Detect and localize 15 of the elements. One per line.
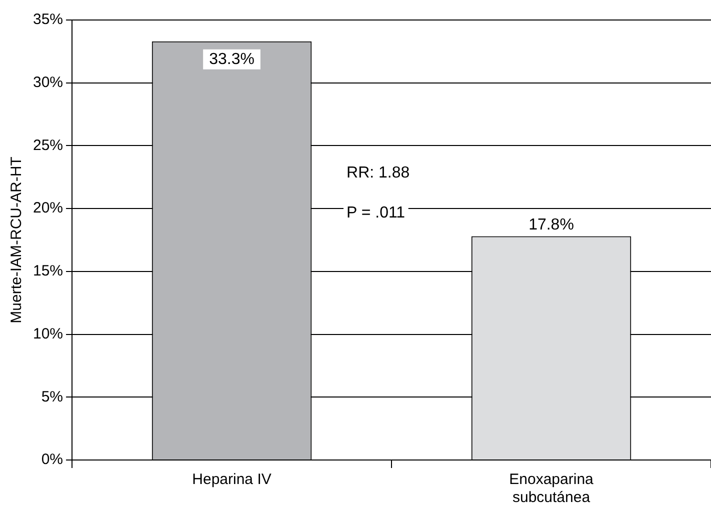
annotation: RR: 1.88 [346, 164, 410, 182]
x-tick-label: Heparina IV [192, 471, 272, 488]
y-tick-label: 15% [32, 262, 64, 280]
data-label: 33.3% [209, 50, 254, 68]
y-tick-label: 30% [32, 74, 64, 91]
y-tick-label: 20% [32, 200, 64, 217]
y-tick-label: 0% [41, 451, 64, 468]
y-tick-label: 35% [32, 11, 64, 28]
y-tick-label: 10% [32, 325, 64, 342]
data-label: 17.8% [528, 216, 574, 234]
y-axis-title: Muerte-IAM-RCU-AR-HT [8, 156, 26, 324]
y-tick-label: 25% [32, 136, 64, 154]
x-tick-label: Enoxaparina subcutánea [509, 471, 594, 506]
annotation: P = .011 [346, 204, 406, 222]
y-tick-label: 5% [41, 388, 64, 406]
